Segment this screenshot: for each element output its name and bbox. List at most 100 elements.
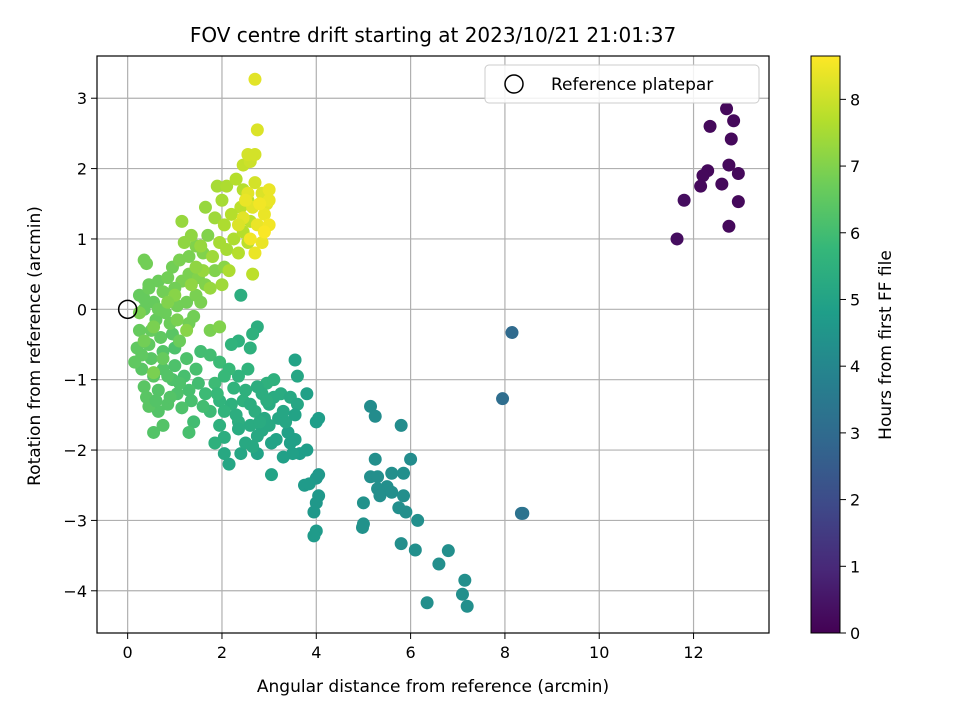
data-point [243, 341, 257, 355]
colorbar-label: Hours from first FF file [876, 250, 896, 440]
data-point [229, 408, 243, 422]
data-point [194, 239, 208, 253]
colorbar-ticks: 0 1 2 3 4 5 6 7 8 [840, 90, 860, 643]
x-tick-label: 12 [683, 643, 703, 662]
data-point [175, 214, 189, 228]
data-point [307, 529, 321, 543]
data-point [722, 219, 736, 233]
data-point [177, 235, 191, 249]
data-point [217, 218, 231, 232]
data-point [147, 425, 161, 439]
data-point [281, 425, 295, 439]
data-point [161, 271, 175, 285]
colorbar-gradient [810, 55, 841, 634]
data-point [224, 207, 238, 221]
data-point [142, 281, 156, 295]
data-point [373, 489, 387, 503]
x-tick-label: 0 [123, 643, 133, 662]
data-point [184, 394, 198, 408]
data-point [257, 207, 271, 221]
data-point [255, 235, 269, 249]
y-tick-label: 3 [77, 89, 87, 108]
data-point [420, 596, 434, 610]
data-point [163, 390, 177, 404]
legend-label-reference: Reference platepar [551, 75, 713, 95]
data-point [182, 250, 196, 264]
data-point [288, 408, 302, 422]
data-point [215, 193, 229, 207]
data-point [234, 288, 248, 302]
colorbar-tick-label: 2 [850, 491, 860, 510]
data-point [194, 295, 208, 309]
data-point [137, 334, 151, 348]
y-tick-label: −2 [63, 441, 87, 460]
data-point [140, 257, 154, 271]
data-point [441, 544, 455, 558]
colorbar-tick-label: 8 [850, 90, 860, 109]
data-point [399, 505, 413, 519]
colorbar-tick-label: 5 [850, 290, 860, 309]
data-point [432, 557, 446, 571]
data-point [203, 348, 217, 362]
data-point [276, 450, 290, 464]
data-point [203, 281, 217, 295]
data-point [208, 436, 222, 450]
data-point [496, 392, 510, 406]
data-point [137, 292, 151, 306]
data-point [180, 295, 194, 309]
colorbar-tick-label: 1 [850, 557, 860, 576]
data-point [253, 197, 267, 211]
y-axis-ticks: −4 −3 −2 −1 0 1 2 3 [63, 89, 97, 601]
data-point [224, 338, 238, 351]
data-point [264, 468, 278, 482]
data-point [722, 158, 736, 172]
data-point [385, 466, 399, 480]
data-point [189, 362, 203, 376]
legend-marker-reference [504, 74, 524, 94]
data-point [208, 211, 222, 225]
y-tick-label: −4 [63, 582, 87, 601]
data-point [248, 148, 262, 162]
data-point [267, 373, 281, 387]
legend: Reference platepar [484, 64, 760, 104]
data-point [227, 381, 241, 395]
data-point [180, 352, 194, 366]
colorbar-tick-label: 6 [850, 224, 860, 243]
data-point [724, 132, 738, 146]
data-point [408, 543, 422, 557]
data-point [220, 243, 234, 257]
data-point [246, 440, 260, 454]
data-point [151, 383, 165, 397]
data-point [220, 179, 234, 193]
plot-frame [96, 55, 770, 634]
data-point [257, 225, 271, 239]
data-point [215, 278, 229, 292]
x-axis-label: Angular distance from reference (arcmin) [257, 677, 609, 697]
data-point [516, 506, 530, 520]
data-point [248, 72, 262, 86]
data-point [404, 452, 418, 466]
x-tick-label: 2 [217, 643, 227, 662]
data-point [670, 232, 684, 246]
data-point [250, 380, 264, 394]
colorbar-tick-label: 0 [850, 624, 860, 643]
data-point [246, 327, 260, 341]
data-point [677, 193, 691, 207]
data-point [213, 355, 227, 369]
data-point [458, 573, 472, 587]
data-point [217, 404, 231, 418]
data-point [187, 415, 201, 429]
data-point [283, 436, 297, 450]
data-point [187, 309, 201, 323]
y-tick-label: −1 [63, 371, 87, 390]
data-point [156, 352, 170, 366]
data-point [213, 418, 227, 432]
data-point [262, 183, 276, 197]
data-point [161, 295, 175, 309]
data-point [229, 172, 243, 186]
data-point [217, 447, 231, 461]
y-tick-label: −3 [63, 511, 87, 530]
data-point [180, 323, 194, 337]
data-point [243, 232, 257, 246]
data-point [149, 394, 163, 408]
